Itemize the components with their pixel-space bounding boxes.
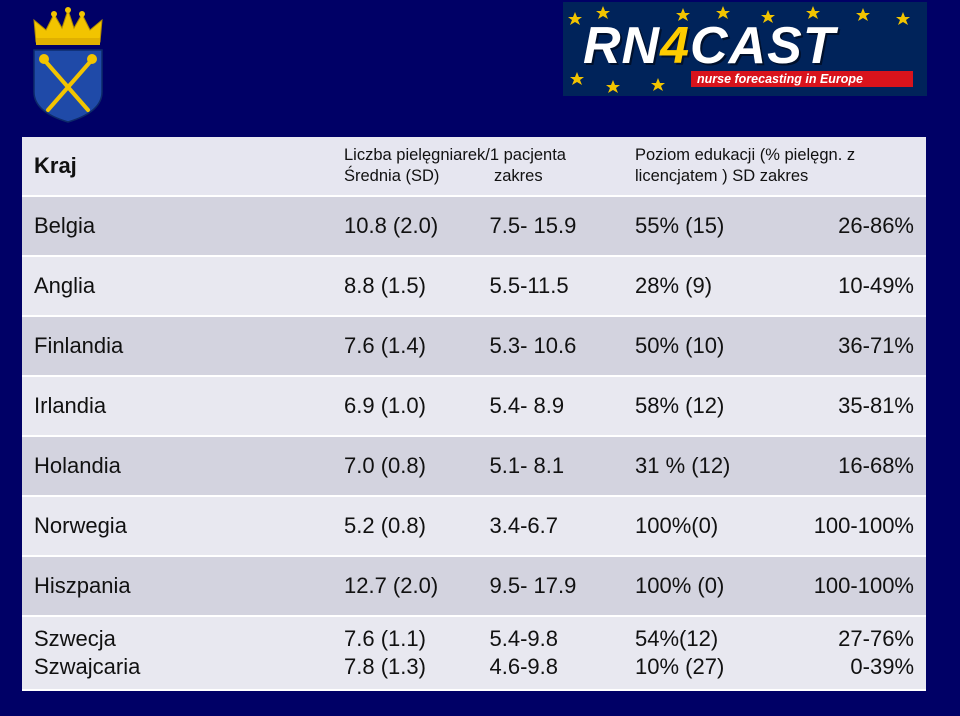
range-cell: 5.4- 8.9	[489, 376, 635, 437]
country-switzerland: Szwajcaria	[34, 654, 141, 679]
mean-sd-cell: 7.0 (0.8)	[344, 436, 490, 497]
header-range: zakres	[494, 167, 543, 185]
education-range-sweden: 27-76%	[838, 626, 914, 651]
range-cell: 7.5- 15.9	[489, 196, 635, 257]
header-nurses-per-patient: Liczba pielęgniarek/1 pacjenta Średnia (…	[344, 137, 635, 197]
education-range-cell: 16-68%	[780, 436, 926, 497]
range-sweden: 5.4-9.8	[489, 626, 559, 651]
table-row: Norwegia 5.2 (0.8) 3.4-6.7 100%(0) 100-1…	[22, 496, 926, 557]
education-cell: 100%(0)	[635, 496, 781, 557]
country-cell: Szwecja Szwajcaria	[22, 616, 344, 691]
header-nurses-line2: Średnia (SD) zakres	[344, 166, 635, 187]
education-range-cell: 10-49%	[780, 256, 926, 317]
table-row: Anglia 8.8 (1.5) 5.5-11.5 28% (9) 10-49%	[22, 256, 926, 317]
education-range-switzerland: 0-39%	[850, 654, 914, 679]
education-cell: 54%(12) 10% (27)	[635, 616, 781, 691]
range-cell: 9.5- 17.9	[489, 556, 635, 617]
table-row: Finlandia 7.6 (1.4) 5.3- 10.6 50% (10) 3…	[22, 316, 926, 377]
table-row: Belgia 10.8 (2.0) 7.5- 15.9 55% (15) 26-…	[22, 196, 926, 257]
range-switzerland: 4.6-9.8	[489, 654, 559, 679]
table-row: Irlandia 6.9 (1.0) 5.4- 8.9 58% (12) 35-…	[22, 376, 926, 437]
range-cell: 5.4-9.8 4.6-9.8	[489, 616, 635, 691]
education-cell: 55% (15)	[635, 196, 781, 257]
header-nurses-line1: Liczba pielęgniarek/1 pacjenta	[344, 146, 566, 164]
mean-sd-switzerland: 7.8 (1.3)	[344, 654, 426, 679]
education-cell: 58% (12)	[635, 376, 781, 437]
mean-sd-cell: 5.2 (0.8)	[344, 496, 490, 557]
country-cell: Finlandia	[22, 316, 344, 377]
rn4cast-logo-text: RN4CAST	[583, 17, 836, 75]
country-cell: Anglia	[22, 256, 344, 317]
mean-sd-cell: 8.8 (1.5)	[344, 256, 490, 317]
range-cell: 5.3- 10.6	[489, 316, 635, 377]
mean-sd-cell: 6.9 (1.0)	[344, 376, 490, 437]
country-cell: Hiszpania	[22, 556, 344, 617]
country-cell: Norwegia	[22, 496, 344, 557]
country-cell: Irlandia	[22, 376, 344, 437]
country-cell: Holandia	[22, 436, 344, 497]
table-row: Holandia 7.0 (0.8) 5.1- 8.1 31 % (12) 16…	[22, 436, 926, 497]
country-sweden: Szwecja	[34, 626, 116, 651]
tagline: nurse forecasting in Europe	[691, 71, 913, 87]
education-cell: 100% (0)	[635, 556, 781, 617]
range-cell: 5.1- 8.1	[489, 436, 635, 497]
education-range-cell: 100-100%	[780, 496, 926, 557]
header-mean-sd: Średnia (SD)	[344, 167, 440, 185]
education-cell: 31 % (12)	[635, 436, 781, 497]
education-sweden: 54%(12)	[635, 626, 719, 651]
education-range-cell: 100-100%	[780, 556, 926, 617]
education-cell: 28% (9)	[635, 256, 781, 317]
country-cell: Belgia	[22, 196, 344, 257]
mean-sd-cell: 12.7 (2.0)	[344, 556, 490, 617]
mean-sd-sweden: 7.6 (1.1)	[344, 626, 426, 651]
mean-sd-cell: 10.8 (2.0)	[344, 196, 490, 257]
nurse-staffing-table: Kraj Liczba pielęgniarek/1 pacjenta Śred…	[22, 137, 926, 691]
range-cell: 5.5-11.5	[489, 256, 635, 317]
mean-sd-cell: 7.6 (1.1) 7.8 (1.3)	[344, 616, 490, 691]
header-education-line2: licencjatem ) SD zakres	[635, 167, 809, 185]
education-range-cell: 36-71%	[780, 316, 926, 377]
header-kraj: Kraj	[22, 137, 344, 197]
rn4cast-logo-banner: RN4CAST nurse forecasting in Europe	[563, 2, 927, 96]
table-row-combined: Szwecja Szwajcaria 7.6 (1.1) 7.8 (1.3) 5…	[22, 616, 926, 691]
header-education-line1: Poziom edukacji (% pielęgn. z	[635, 146, 856, 164]
education-range-cell: 27-76% 0-39%	[780, 616, 926, 691]
crown-icon	[33, 7, 103, 45]
mean-sd-cell: 7.6 (1.4)	[344, 316, 490, 377]
range-cell: 3.4-6.7	[489, 496, 635, 557]
education-switzerland: 10% (27)	[635, 654, 725, 679]
education-range-cell: 26-86%	[780, 196, 926, 257]
header-education-level: Poziom edukacji (% pielęgn. z licencjate…	[635, 137, 926, 197]
table-header-row: Kraj Liczba pielęgniarek/1 pacjenta Śred…	[22, 137, 926, 197]
table-row: Hiszpania 12.7 (2.0) 9.5- 17.9 100% (0) …	[22, 556, 926, 617]
eu-stars-icon	[568, 6, 910, 93]
education-cell: 50% (10)	[635, 316, 781, 377]
university-crest-logo	[33, 7, 103, 123]
education-range-cell: 35-81%	[780, 376, 926, 437]
